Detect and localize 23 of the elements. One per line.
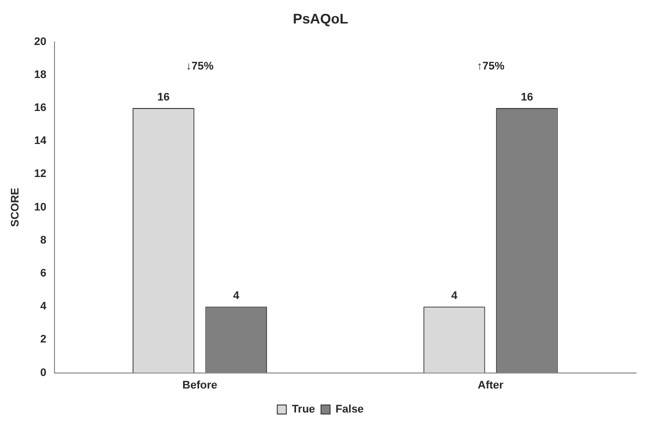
y-tick-label: 16 (34, 102, 46, 114)
x-tick-label: Before (182, 379, 218, 392)
y-tick-label: 4 (40, 300, 48, 313)
data-label: 16 (157, 92, 170, 104)
y-tick-label: 8 (40, 234, 46, 246)
y-tick-label: 2 (40, 334, 46, 346)
y-tick-label: 14 (34, 135, 48, 148)
data-label: 4 (451, 290, 458, 302)
annotation: ↓75% (186, 60, 214, 72)
y-tick-label: 0 (40, 366, 46, 379)
y-tick-label: 18 (34, 68, 46, 81)
data-label: 4 (233, 290, 240, 302)
annotation: ↑75% (476, 60, 505, 72)
x-tick-label: After (478, 379, 504, 392)
chart-title: PsAQoL (292, 10, 349, 26)
y-tick-label: 20 (34, 36, 46, 48)
legend-label: False (336, 404, 364, 416)
legend-label: True (292, 404, 316, 416)
y-tick-label: 12 (34, 168, 46, 180)
y-tick-label: 10 (34, 201, 46, 214)
y-tick-label: 6 (40, 268, 46, 280)
y-axis-title: SCORE (10, 188, 22, 227)
data-label: 16 (520, 92, 534, 104)
